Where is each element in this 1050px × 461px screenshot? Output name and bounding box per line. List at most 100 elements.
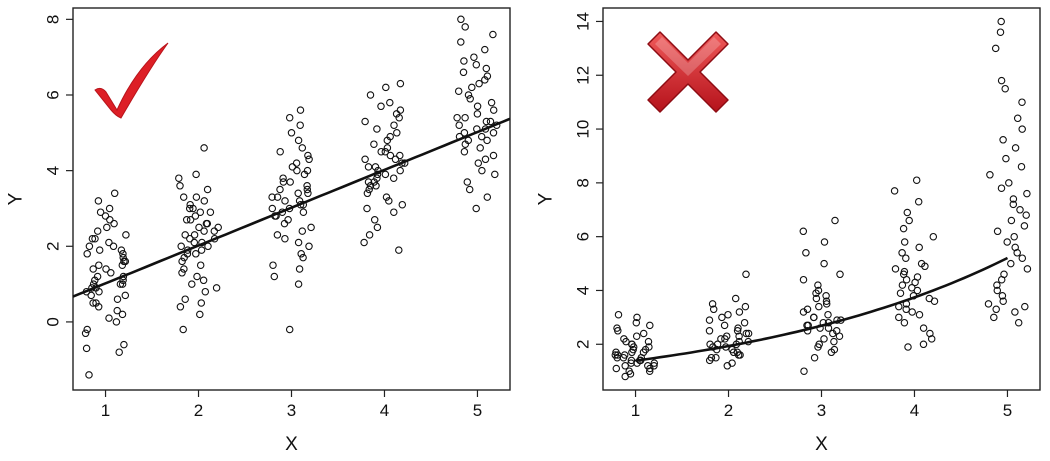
- data-point: [1023, 189, 1031, 198]
- data-point: [926, 329, 934, 338]
- data-point: [192, 193, 201, 201]
- data-point: [896, 289, 905, 297]
- data-point: [181, 295, 189, 303]
- data-point: [820, 335, 828, 343]
- y-tick-label: 6: [44, 90, 63, 99]
- data-point: [830, 345, 839, 354]
- data-point: [799, 275, 808, 284]
- data-point: [706, 340, 714, 349]
- data-point: [742, 270, 750, 279]
- data-point: [705, 327, 714, 335]
- data-point: [744, 329, 753, 338]
- data-point: [105, 204, 114, 213]
- data-point: [192, 250, 200, 258]
- data-point: [472, 204, 480, 213]
- data-point: [377, 102, 385, 111]
- data-point: [913, 273, 922, 281]
- x-tick-label: 3: [287, 401, 296, 420]
- data-point: [632, 332, 641, 340]
- data-point: [917, 259, 926, 268]
- data-point: [993, 286, 1002, 295]
- data-point: [96, 208, 105, 216]
- data-point: [803, 305, 812, 314]
- y-tick-label: 0: [44, 317, 63, 326]
- data-point: [832, 327, 841, 335]
- data-point: [298, 227, 307, 235]
- data-point: [453, 113, 461, 122]
- data-point: [902, 254, 910, 262]
- data-point: [89, 265, 97, 273]
- data-point: [742, 329, 751, 338]
- data-point: [268, 193, 276, 201]
- data-point: [386, 132, 394, 141]
- data-point: [82, 344, 91, 353]
- data-point: [196, 261, 205, 269]
- data-point: [89, 299, 97, 307]
- data-point: [176, 303, 185, 311]
- data-point: [280, 219, 289, 228]
- data-point: [373, 223, 382, 232]
- data-point: [733, 327, 742, 335]
- data-point: [295, 265, 304, 273]
- data-point: [383, 144, 392, 152]
- data-point: [269, 261, 277, 269]
- scatter-points: [81, 15, 501, 379]
- data-point: [294, 136, 303, 145]
- data-point: [188, 280, 196, 288]
- data-point: [382, 193, 391, 201]
- x-tick-label: 3: [817, 401, 826, 420]
- data-point: [731, 294, 740, 303]
- data-point: [476, 144, 484, 152]
- data-point: [305, 155, 313, 164]
- data-point: [119, 253, 127, 262]
- data-point: [305, 242, 313, 251]
- data-point: [286, 178, 294, 186]
- data-point: [95, 261, 103, 269]
- data-point: [292, 159, 301, 167]
- data-point: [200, 144, 208, 152]
- data-point: [303, 166, 312, 175]
- data-point: [457, 15, 465, 24]
- data-point: [734, 324, 742, 332]
- data-point: [105, 238, 113, 247]
- data-point: [273, 193, 282, 201]
- y-tick-label: 10: [574, 120, 593, 139]
- x-tick-label: 5: [1003, 401, 1012, 420]
- data-point: [279, 178, 288, 186]
- data-point: [898, 249, 906, 257]
- data-point: [454, 87, 463, 95]
- data-point: [482, 117, 491, 126]
- data-point: [191, 212, 200, 220]
- data-point: [820, 238, 829, 246]
- data-point: [294, 189, 302, 198]
- data-point: [473, 102, 482, 111]
- data-point: [363, 204, 371, 213]
- data-point: [1020, 222, 1029, 230]
- data-point: [190, 231, 199, 239]
- data-point: [990, 313, 998, 322]
- data-point: [1013, 114, 1022, 123]
- data-point: [304, 189, 312, 198]
- data-point: [175, 174, 183, 182]
- data-point: [364, 163, 373, 171]
- data-point: [709, 305, 718, 314]
- data-point: [281, 197, 289, 205]
- data-point: [740, 318, 749, 327]
- data-point: [307, 223, 315, 232]
- data-point: [486, 117, 495, 126]
- data-point: [83, 250, 91, 258]
- data-point: [181, 231, 189, 239]
- checkmark-icon: [94, 42, 169, 119]
- data-point: [460, 129, 469, 137]
- data-point: [468, 83, 476, 92]
- data-point: [489, 151, 498, 160]
- data-point: [268, 204, 277, 213]
- data-point: [481, 45, 489, 54]
- data-point: [180, 265, 188, 273]
- data-point: [708, 300, 717, 308]
- data-point: [287, 129, 296, 137]
- y-tick-label: 4: [44, 166, 63, 175]
- data-point: [646, 321, 654, 330]
- data-point: [915, 310, 924, 319]
- data-point: [201, 287, 210, 296]
